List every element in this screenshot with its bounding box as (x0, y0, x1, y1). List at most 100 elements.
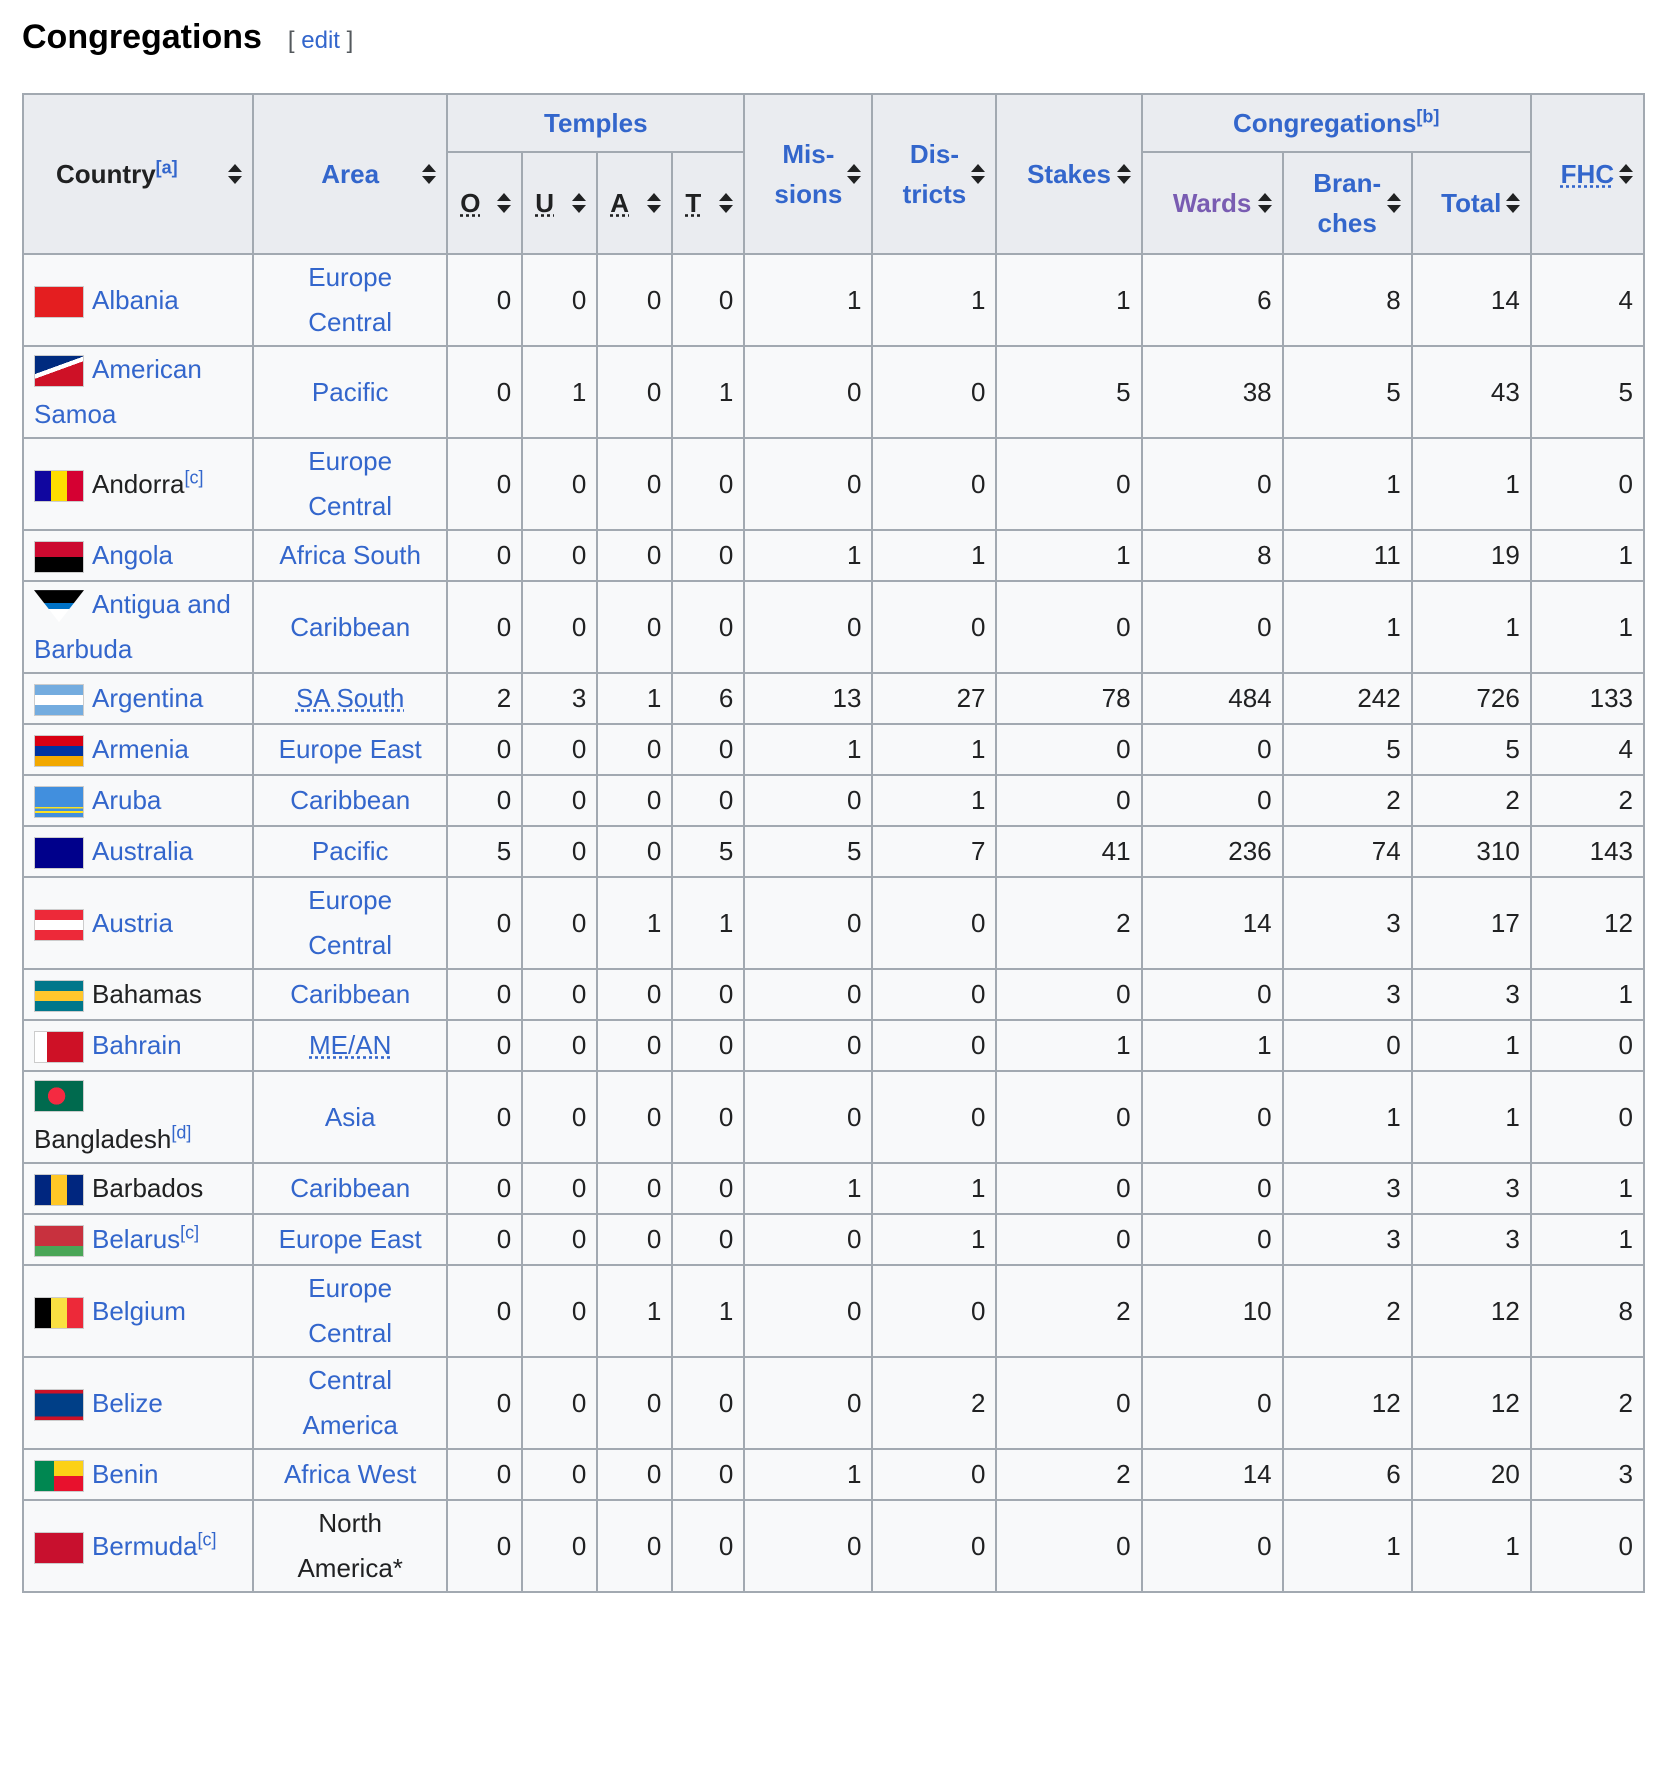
missions-cell: 0 (743, 968, 874, 1021)
header-o[interactable]: O (446, 151, 524, 255)
header-fhc[interactable]: FHC (1529, 93, 1646, 255)
temples-t-cell: 0 (671, 774, 746, 827)
table-row: Argentina SA South 2 3 1 6 13 27 78 484 242 726 133 (21, 672, 1646, 725)
sort-icon[interactable] (1619, 164, 1633, 184)
area-cell[interactable]: Europe East (252, 723, 449, 776)
country-name[interactable]: Belarus (92, 1224, 181, 1254)
country-name[interactable]: Aruba (92, 785, 162, 815)
header-missions[interactable]: Mis-sions (743, 93, 874, 255)
fhc-cell: 0 (1529, 1070, 1646, 1164)
footnote-ref[interactable]: [c] (184, 466, 204, 487)
sort-icon[interactable] (647, 193, 662, 213)
area-cell[interactable]: Europe Central (252, 1264, 449, 1358)
area-cell[interactable]: Caribbean (252, 774, 449, 827)
temples-t-cell: 6 (671, 672, 746, 725)
fhc-cell: 8 (1529, 1264, 1646, 1358)
footnote-ref[interactable]: [c] (180, 1222, 200, 1243)
country-name[interactable]: Armenia (92, 734, 189, 764)
country-cell: Armenia (21, 723, 255, 776)
area-cell[interactable]: Pacific (252, 345, 449, 439)
header-congregations[interactable]: Congregations[b] (1140, 93, 1532, 153)
area-cell[interactable]: Europe Central (252, 437, 449, 531)
sort-icon[interactable] (572, 193, 587, 213)
header-temples[interactable]: Temples (446, 93, 746, 153)
header-total[interactable]: Total (1410, 151, 1532, 255)
country-cell: Bangladesh[d] (21, 1070, 255, 1164)
temples-o-cell: 0 (446, 529, 524, 582)
header-u[interactable]: U (521, 151, 599, 255)
country-name[interactable]: Angola (92, 540, 173, 570)
area-cell[interactable]: Caribbean (252, 1162, 449, 1215)
sort-icon[interactable] (422, 164, 437, 184)
sort-icon[interactable] (1386, 193, 1401, 213)
area-cell[interactable]: Asia (252, 1070, 449, 1164)
country-name[interactable]: Benin (92, 1459, 159, 1489)
area-cell[interactable]: Africa South (252, 529, 449, 582)
country-name[interactable]: Bermuda (92, 1530, 198, 1561)
country-name[interactable]: Australia (92, 836, 194, 866)
area-label: Central (308, 1365, 393, 1395)
header-stakes[interactable]: Stakes (995, 93, 1143, 255)
stakes-cell: 0 (995, 580, 1143, 674)
header-wards[interactable]: Wards (1140, 151, 1284, 255)
country-name[interactable]: Austria (92, 907, 173, 938)
area-cell[interactable]: Pacific (252, 825, 449, 878)
header-branches[interactable]: Bran-ches (1281, 151, 1413, 255)
country-name[interactable]: Argentina (92, 683, 204, 713)
bahamas-flag-icon (34, 980, 84, 1013)
missions-cell: 5 (743, 825, 874, 878)
wards-cell: 0 (1140, 1356, 1284, 1450)
country-name[interactable]: Belgium (92, 1295, 186, 1326)
temples-o-cell: 0 (446, 1070, 524, 1164)
country-name[interactable]: Albania (92, 284, 179, 315)
fhc-cell: 133 (1529, 672, 1646, 725)
sort-icon[interactable] (719, 193, 734, 213)
area-cell[interactable]: Europe Central (252, 876, 449, 970)
sort-icon[interactable] (1257, 193, 1272, 213)
temples-a-cell: 0 (596, 529, 674, 582)
temples-t-cell: 0 (671, 529, 746, 582)
country-name[interactable]: Bahrain (92, 1030, 182, 1060)
area-cell[interactable]: Africa West (252, 1448, 449, 1501)
area-cell[interactable]: ME/AN (252, 1019, 449, 1072)
note-b[interactable]: [b] (1416, 106, 1440, 127)
country-name[interactable]: Antigua and Barbuda (34, 589, 231, 664)
note-a[interactable]: [a] (155, 157, 178, 178)
edit-section: [ edit ] (287, 27, 354, 54)
area-label: Africa South (279, 540, 421, 570)
temples-o-cell: 0 (446, 1448, 524, 1501)
temples-a-cell: 1 (596, 672, 674, 725)
footnote-ref[interactable]: [d] (171, 1122, 192, 1143)
sort-icon[interactable] (497, 193, 512, 213)
area-label: Central (308, 930, 393, 960)
area-label: Central (308, 1318, 393, 1348)
missions-cell: 0 (743, 1070, 874, 1164)
header-country[interactable]: Country[a] (21, 93, 255, 255)
sort-icon[interactable] (1505, 193, 1520, 213)
area-cell[interactable]: Europe Central (252, 253, 449, 347)
header-a[interactable]: A (596, 151, 674, 255)
area-cell[interactable]: Central America (252, 1356, 449, 1450)
wards-cell: 6 (1140, 253, 1284, 347)
area-cell[interactable]: Caribbean (252, 580, 449, 674)
header-t[interactable]: T (671, 151, 746, 255)
districts-cell: 2 (871, 1356, 998, 1450)
area-cell[interactable]: SA South (252, 672, 449, 725)
wards-cell: 236 (1140, 825, 1284, 878)
sort-icon[interactable] (228, 164, 243, 184)
area-cell[interactable]: Caribbean (252, 968, 449, 1021)
districts-cell: 1 (871, 1162, 998, 1215)
stakes-cell: 2 (995, 876, 1143, 970)
sort-icon[interactable] (847, 164, 862, 184)
footnote-ref[interactable]: [c] (197, 1528, 217, 1549)
header-districts[interactable]: Dis-tricts (871, 93, 998, 255)
country-name[interactable]: Belize (92, 1387, 163, 1418)
country-name[interactable]: American Samoa (34, 354, 202, 429)
edit-link[interactable]: edit (301, 27, 340, 54)
table-row: Belize Central America 0 0 0 0 0 2 0 0 12 12 2 (21, 1356, 1646, 1450)
sort-icon[interactable] (1116, 164, 1131, 184)
header-area[interactable]: Area (252, 93, 449, 255)
sort-icon[interactable] (971, 164, 986, 184)
fhc-cell: 1 (1529, 968, 1646, 1021)
area-cell[interactable]: Europe East (252, 1213, 449, 1266)
